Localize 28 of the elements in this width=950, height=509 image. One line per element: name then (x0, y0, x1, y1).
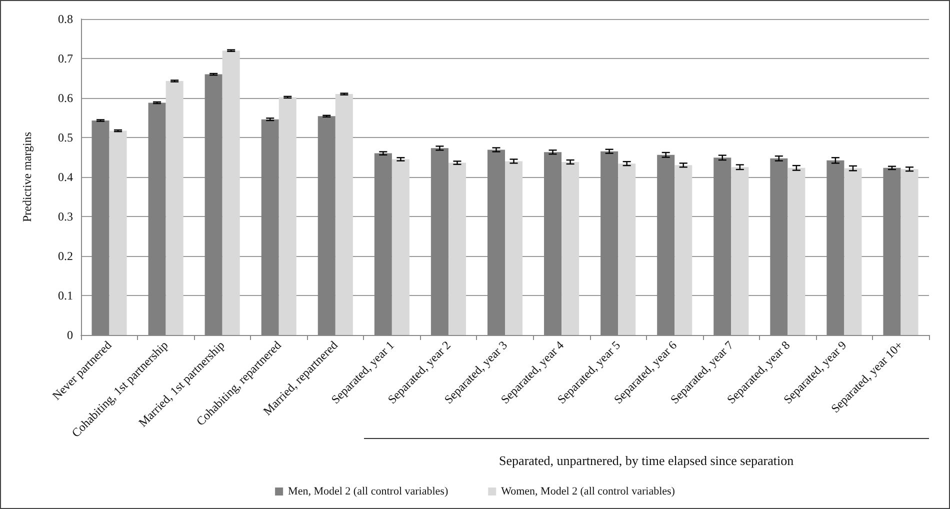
bar (335, 94, 353, 335)
y-tick-label: 0.6 (58, 91, 73, 105)
bar (562, 162, 580, 335)
y-tick-label: 0.1 (58, 288, 73, 302)
bar (278, 97, 296, 335)
y-tick-label: 0 (67, 328, 73, 342)
legend-label: Men, Model 2 (all control variables) (288, 486, 448, 498)
y-tick-label: 0.4 (58, 170, 73, 184)
y-axis-title: Predictive margins (20, 132, 34, 222)
y-tick-label: 0.3 (58, 210, 73, 224)
bar (166, 81, 184, 335)
bar (844, 168, 862, 335)
y-tick-label: 0.2 (58, 249, 73, 263)
text: Separated, unpartnered, by time elapsed since separation (499, 453, 794, 469)
y-tick-label: 0.7 (58, 52, 73, 66)
bar (505, 161, 523, 335)
bar (788, 168, 806, 335)
bar (222, 50, 240, 335)
bar (731, 167, 749, 335)
bar (674, 165, 692, 335)
bar (109, 130, 127, 335)
bar (448, 162, 466, 335)
bar (900, 169, 918, 335)
bar (618, 164, 636, 335)
bar (392, 159, 410, 335)
y-tick-label: 0.8 (58, 12, 73, 26)
legend-label: Women, Model 2 (all control variables) (501, 486, 676, 498)
y-tick-label: 0.5 (58, 130, 73, 144)
